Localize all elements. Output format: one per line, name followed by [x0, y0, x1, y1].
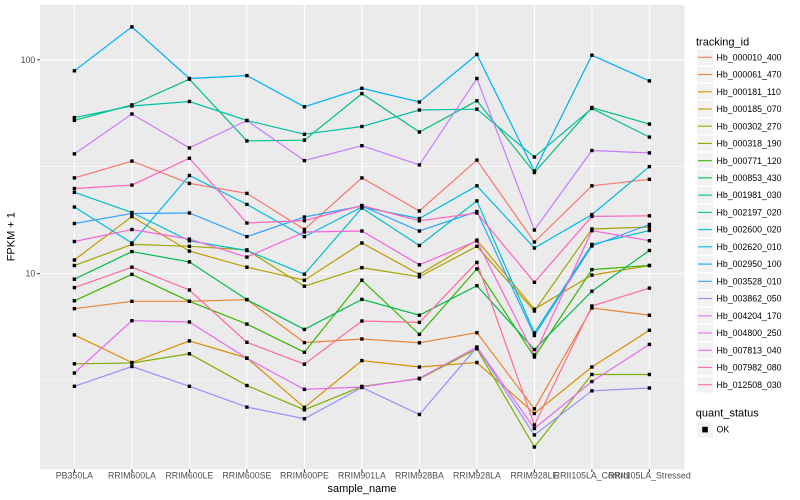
svg-text:RRIM600LA: RRIM600LA — [108, 471, 156, 481]
svg-text:FPKM + 1: FPKM + 1 — [6, 212, 18, 261]
svg-text:Hb_000185_070: Hb_000185_070 — [717, 104, 782, 114]
svg-text:100: 100 — [21, 55, 36, 65]
svg-text:RRII105LA_Stressed: RRII105LA_Stressed — [608, 471, 691, 481]
svg-text:OK: OK — [717, 425, 730, 435]
svg-text:RRIM600SE: RRIM600SE — [222, 471, 271, 481]
svg-text:Hb_007982_080: Hb_007982_080 — [717, 363, 782, 373]
svg-text:Hb_000771_120: Hb_000771_120 — [717, 156, 782, 166]
svg-text:Hb_003528_010: Hb_003528_010 — [717, 276, 782, 286]
svg-text:Hb_003862_050: Hb_003862_050 — [717, 294, 782, 304]
svg-text:RRIM928BA: RRIM928BA — [395, 471, 444, 481]
svg-text:10: 10 — [26, 269, 36, 279]
svg-text:RRII105LA_Control: RRII105LA_Control — [554, 471, 630, 481]
svg-text:Hb_012508_030: Hb_012508_030 — [717, 380, 782, 390]
svg-text:Hb_000318_190: Hb_000318_190 — [717, 139, 782, 149]
svg-text:Hb_000302_270: Hb_000302_270 — [717, 121, 782, 131]
svg-text:Hb_000061_470: Hb_000061_470 — [717, 70, 782, 80]
svg-text:Hb_000010_400: Hb_000010_400 — [717, 52, 782, 62]
svg-text:Hb_007813_040: Hb_007813_040 — [717, 345, 782, 355]
svg-text:Hb_002600_020: Hb_002600_020 — [717, 225, 782, 235]
svg-text:sample_name: sample_name — [327, 483, 396, 495]
svg-text:quant_status: quant_status — [696, 407, 759, 419]
svg-text:tracking_id: tracking_id — [696, 36, 749, 48]
svg-text:Hb_002197_020: Hb_002197_020 — [717, 208, 782, 218]
svg-text:Hb_002950_100: Hb_002950_100 — [717, 259, 782, 269]
svg-text:RRIM600LE: RRIM600LE — [165, 471, 213, 481]
svg-text:Hb_001981_030: Hb_001981_030 — [717, 190, 782, 200]
svg-text:Hb_000853_430: Hb_000853_430 — [717, 173, 782, 183]
svg-text:RRIM928LE: RRIM928LE — [510, 471, 558, 481]
svg-text:RRIM901LA: RRIM901LA — [338, 471, 386, 481]
svg-text:RRIM600PE: RRIM600PE — [280, 471, 329, 481]
svg-text:Hb_004800_250: Hb_004800_250 — [717, 328, 782, 338]
svg-text:Hb_000181_110: Hb_000181_110 — [717, 87, 782, 97]
svg-text:RRIM928LA: RRIM928LA — [453, 471, 501, 481]
svg-text:PB350LA: PB350LA — [56, 471, 93, 481]
svg-text:Hb_004204_170: Hb_004204_170 — [717, 311, 782, 321]
svg-text:Hb_002620_010: Hb_002620_010 — [717, 242, 782, 252]
